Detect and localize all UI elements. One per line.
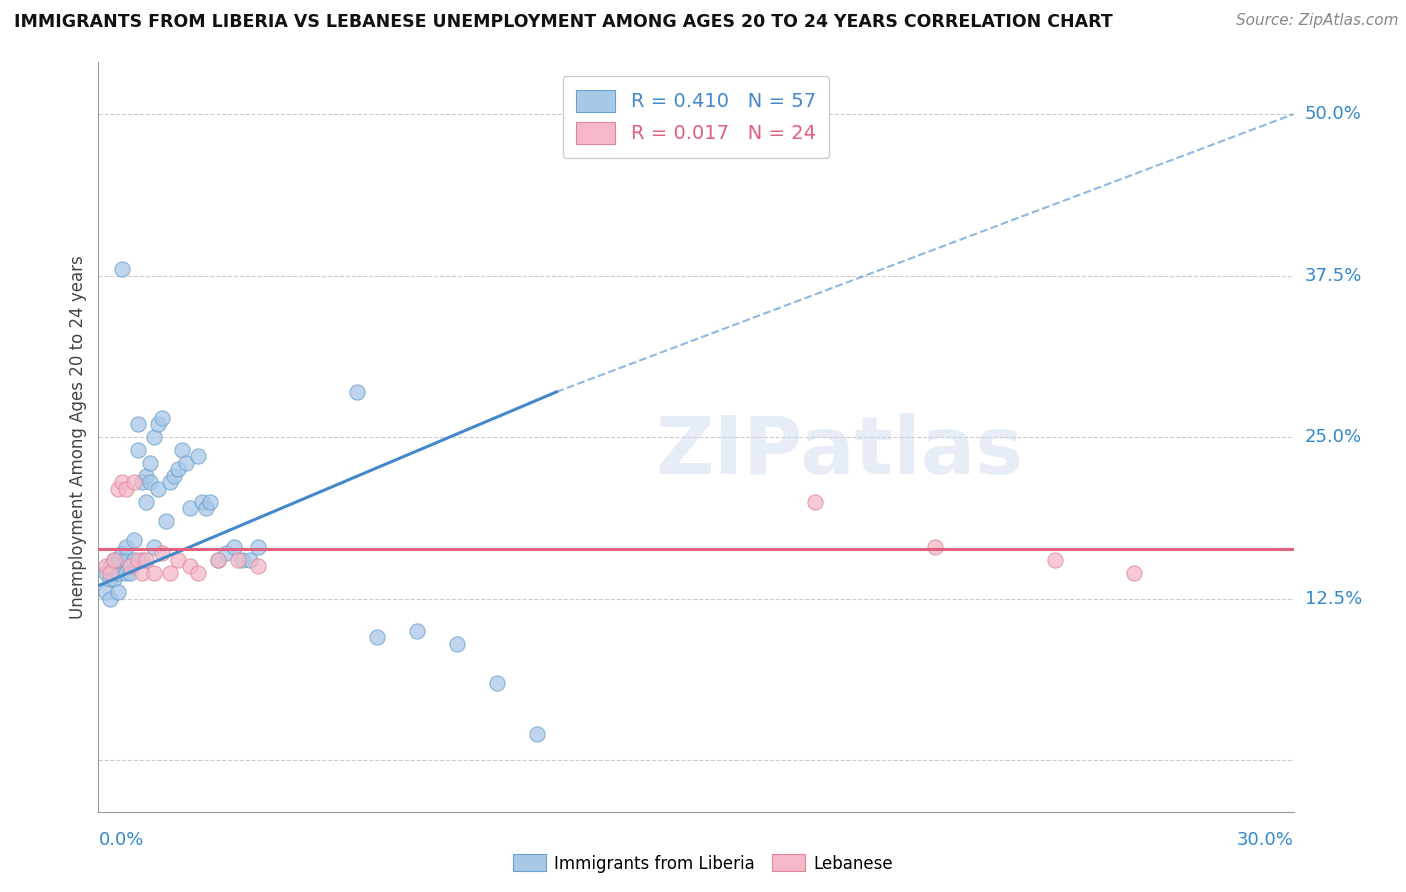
Point (103, 566, 125, 580)
Point (924, 540, 946, 554)
Point (446, 637, 468, 651)
Point (222, 540, 245, 554)
Point (115, 540, 138, 554)
Text: IMMIGRANTS FROM LIBERIA VS LEBANESE UNEMPLOYMENT AMONG AGES 20 TO 24 YEARS CORRE: IMMIGRANTS FROM LIBERIA VS LEBANESE UNEM… (14, 13, 1112, 31)
Point (159, 475, 181, 490)
Point (167, 553, 190, 567)
Point (135, 468, 157, 483)
Point (226, 553, 249, 567)
Point (485, 675, 508, 690)
Point (366, 630, 388, 644)
Point (135, 553, 157, 567)
Point (96, 559, 118, 574)
Point (231, 553, 253, 567)
Point (103, 553, 125, 567)
Point (187, 450, 209, 464)
Point (191, 494, 214, 508)
Text: 0.0%: 0.0% (98, 831, 143, 849)
Point (131, 475, 153, 490)
Legend: R = 0.410   N = 57, R = 0.017   N = 24: R = 0.410 N = 57, R = 0.017 N = 24 (562, 76, 830, 158)
Point (215, 546, 238, 560)
Point (96, 585, 118, 599)
Point (107, 482, 129, 496)
Point (179, 501, 201, 516)
Text: 25.0%: 25.0% (1305, 428, 1362, 446)
Point (1043, 553, 1066, 567)
Point (198, 494, 221, 508)
Point (179, 559, 201, 574)
Point (98, 591, 122, 606)
Point (143, 430, 166, 444)
Point (111, 546, 134, 560)
Text: 37.5%: 37.5% (1305, 267, 1362, 285)
Point (124, 533, 146, 548)
Point (346, 384, 368, 399)
Point (148, 417, 170, 432)
Point (406, 624, 429, 638)
Point (107, 585, 129, 599)
Point (131, 553, 153, 567)
Point (163, 468, 186, 483)
Point (98, 566, 122, 580)
Point (195, 501, 218, 516)
Text: 30.0%: 30.0% (1237, 831, 1294, 849)
Point (115, 566, 138, 580)
Point (131, 566, 153, 580)
Text: ZIPatlas: ZIPatlas (655, 413, 1024, 491)
Point (150, 546, 173, 560)
Point (139, 456, 162, 470)
Point (103, 559, 125, 574)
Point (120, 566, 142, 580)
Point (148, 482, 170, 496)
Point (135, 494, 157, 508)
Point (172, 442, 194, 457)
Point (103, 572, 125, 586)
Point (107, 553, 129, 567)
Point (804, 494, 827, 508)
Point (103, 553, 125, 567)
Point (143, 540, 166, 554)
Text: 12.5%: 12.5% (1305, 590, 1362, 607)
Point (127, 417, 149, 432)
Point (239, 553, 262, 567)
Point (139, 475, 162, 490)
Point (167, 462, 190, 476)
Point (127, 553, 149, 567)
Point (143, 566, 166, 580)
Legend: Immigrants from Liberia, Lebanese: Immigrants from Liberia, Lebanese (506, 847, 900, 880)
Point (155, 514, 177, 528)
Point (115, 482, 138, 496)
Point (124, 553, 146, 567)
Point (150, 410, 173, 425)
Point (207, 553, 229, 567)
Point (107, 566, 129, 580)
Point (1123, 566, 1146, 580)
Point (526, 727, 548, 741)
Text: 50.0%: 50.0% (1305, 105, 1361, 123)
Point (98, 559, 122, 574)
Point (127, 442, 149, 457)
Point (111, 262, 134, 277)
Point (159, 566, 181, 580)
Point (187, 566, 209, 580)
Point (98, 572, 122, 586)
Point (124, 475, 146, 490)
Point (96, 566, 118, 580)
Text: Source: ZipAtlas.com: Source: ZipAtlas.com (1236, 13, 1399, 29)
Point (115, 553, 138, 567)
Point (120, 559, 142, 574)
Point (111, 475, 134, 490)
Point (174, 456, 197, 470)
Point (246, 540, 269, 554)
Point (246, 559, 269, 574)
Point (207, 553, 229, 567)
Point (120, 559, 142, 574)
Y-axis label: Unemployment Among Ages 20 to 24 years: Unemployment Among Ages 20 to 24 years (69, 255, 87, 619)
